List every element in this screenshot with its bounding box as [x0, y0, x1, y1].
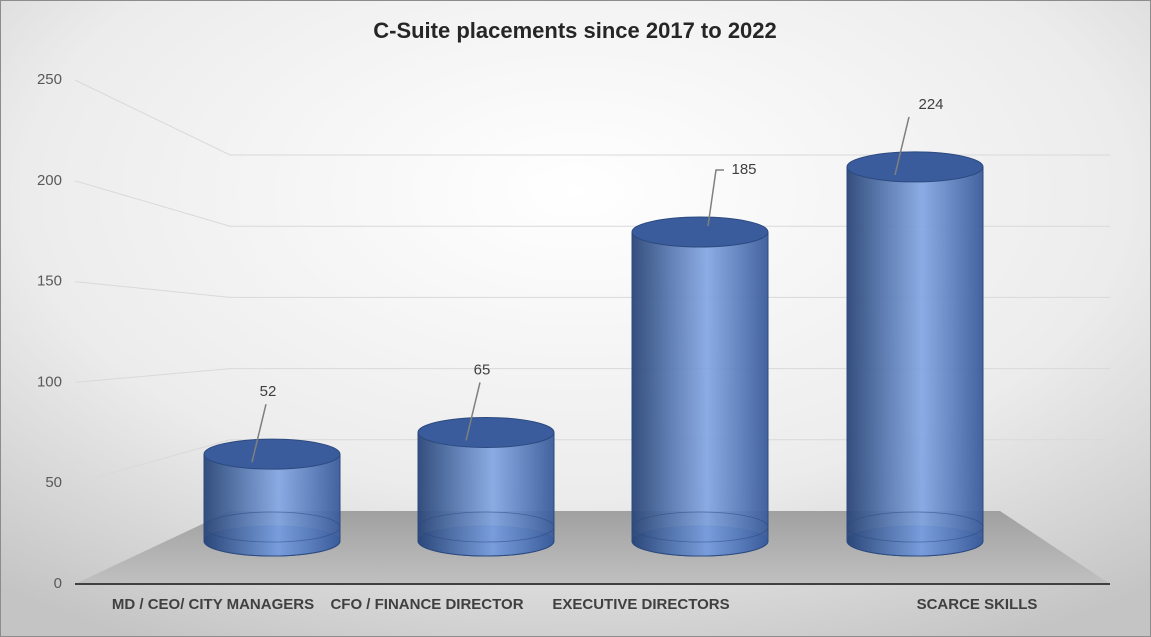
- chart-title: C-Suite placements since 2017 to 2022: [373, 18, 777, 43]
- y-tick-label: 0: [54, 575, 62, 592]
- x-tick-label: CFO / FINANCE DIRECTOR: [330, 596, 523, 613]
- data-label: 52: [260, 383, 277, 400]
- data-label: 224: [918, 96, 943, 113]
- cylinder-base-outline: [631, 511, 769, 543]
- leader-line: [251, 403, 267, 463]
- leader-line: [465, 382, 481, 441]
- data-label: 65: [474, 361, 491, 378]
- cylinder-top: [203, 438, 341, 470]
- y-tick-label: 150: [37, 273, 62, 290]
- data-label: 185: [731, 161, 756, 178]
- cylinder-top: [417, 416, 555, 448]
- plot-area: 0 50 100 150 200 250 MD / CEO/ CITY MANAGERS 52…: [37, 71, 1110, 613]
- y-tick-label: 100: [37, 373, 62, 390]
- bar: [203, 453, 341, 557]
- cylinder-base-outline: [417, 511, 555, 543]
- grid-line: [74, 368, 1110, 383]
- x-tick-label: EXECUTIVE DIRECTORS: [552, 596, 729, 613]
- y-tick-label: 250: [37, 71, 62, 88]
- cylinder-base-outline: [846, 511, 984, 543]
- grid-line: [74, 439, 1110, 484]
- bar: [846, 166, 984, 557]
- y-tick-label: 50: [45, 474, 62, 491]
- bar: [631, 231, 769, 557]
- grid-line: [74, 281, 1110, 298]
- leader-line: [707, 169, 724, 227]
- grid-line: [74, 79, 1110, 156]
- y-tick-label: 200: [37, 172, 62, 189]
- x-tick-label: MD / CEO/ CITY MANAGERS: [112, 596, 314, 613]
- cylinder-top: [846, 151, 984, 183]
- cylinder-base-outline: [203, 511, 341, 543]
- cylinder-top: [631, 216, 769, 248]
- x-tick-label: SCARCE SKILLS: [917, 596, 1038, 613]
- leader-line: [894, 116, 910, 176]
- grid-line: [74, 180, 1110, 227]
- bar: [417, 431, 555, 557]
